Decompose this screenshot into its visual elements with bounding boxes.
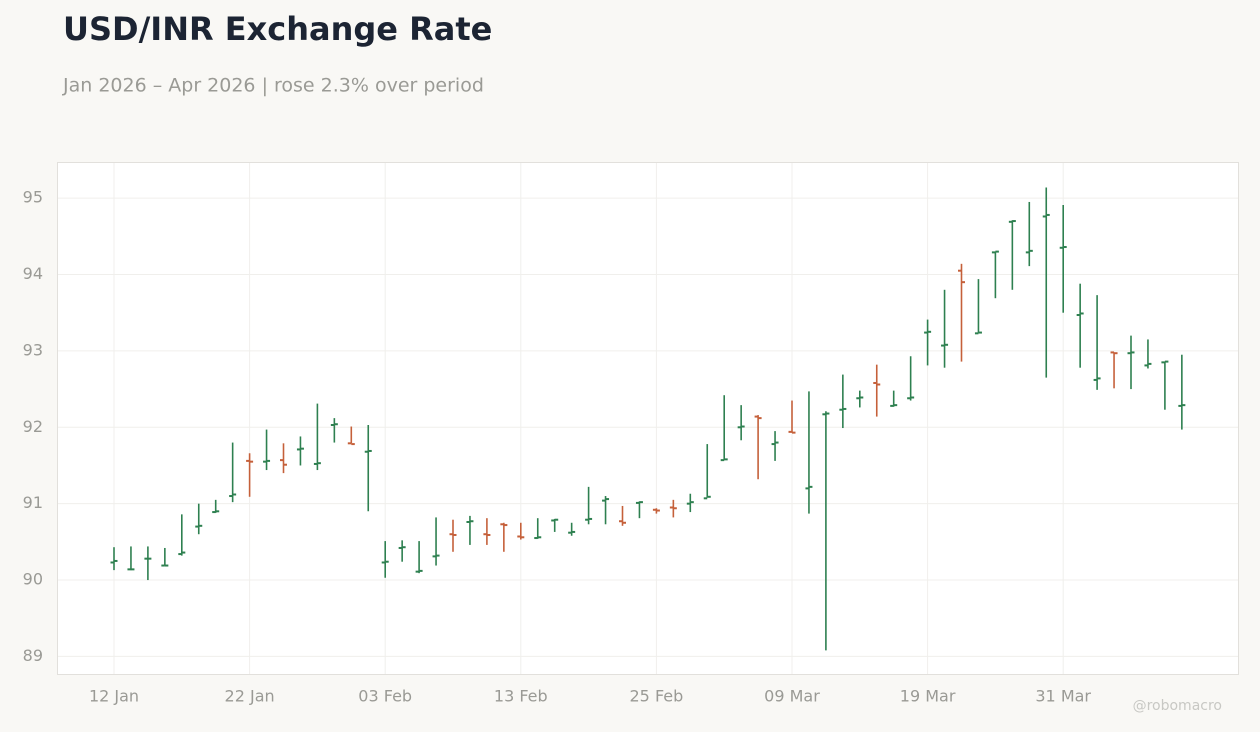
x-tick-label: 22 Jan: [225, 687, 275, 706]
x-tick-label: 25 Feb: [630, 687, 684, 706]
y-tick-label: 89: [23, 646, 43, 665]
x-tick-label: 12 Jan: [89, 687, 139, 706]
y-tick-label: 90: [23, 570, 43, 589]
chart-title: USD/INR Exchange Rate: [63, 10, 492, 48]
x-tick-label: 19 Mar: [900, 687, 956, 706]
x-tick-label: 09 Mar: [764, 687, 820, 706]
x-tick-label: 31 Mar: [1035, 687, 1091, 706]
x-tick-label: 03 Feb: [358, 687, 412, 706]
watermark: @robomacro: [1133, 698, 1222, 714]
layer: [110, 187, 1186, 651]
y-tick-label: 93: [23, 340, 43, 359]
plot-area: [57, 162, 1239, 675]
y-tick-label: 92: [23, 417, 43, 436]
chart-subtitle: Jan 2026 – Apr 2026 | rose 2.3% over per…: [62, 75, 484, 97]
y-tick-label: 94: [23, 264, 43, 283]
x-tick-label: 13 Feb: [494, 687, 548, 706]
y-tick-label: 95: [23, 188, 43, 207]
y-tick-label: 91: [23, 493, 43, 512]
